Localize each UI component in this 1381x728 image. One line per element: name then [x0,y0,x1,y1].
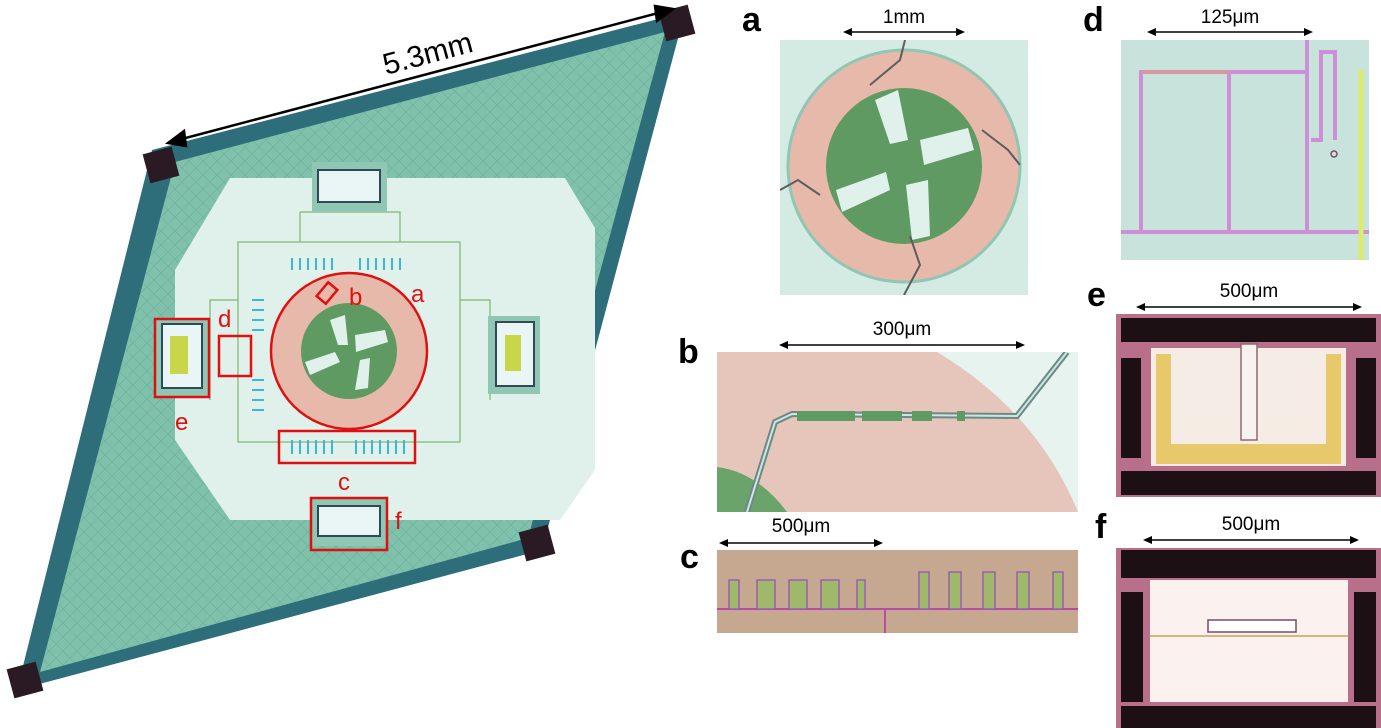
scale-label-d: 125μm [1200,7,1260,28]
scale-bar-a [843,28,965,36]
panel-label-f: f [1095,508,1107,546]
callout-e [153,317,211,399]
panel-label-c: c [680,538,699,576]
callout-label-f: f [395,508,402,535]
panel-label-e: e [1087,276,1106,314]
device-overview: a b c d e f 5.3mm [6,4,696,699]
trace-line [209,211,491,400]
trace-outline [237,241,461,443]
panel-label-d: d [1083,1,1104,39]
callout-label-e: e [175,409,188,436]
panel-e-image [1116,314,1381,497]
cross-electrodes [305,315,388,390]
scale-label-f: 500μm [1221,514,1281,535]
dimension-arrow [164,4,677,148]
comb-fingers-bottom [291,440,405,454]
comb-fingers-left [252,299,264,411]
callout-d [217,334,253,378]
panel-f-image [1116,548,1381,728]
panel-c-image [717,550,1078,633]
scale-label-e: 500μm [1219,281,1279,302]
panel-label-a: a [742,1,761,39]
corner-pad [142,146,180,184]
callout-label-c: c [338,469,350,496]
callout-f [309,496,389,552]
panel-d-image [1121,40,1369,260]
scale-bar-e [1136,303,1362,311]
panel-b-image [717,352,1078,512]
scale-label-b: 300μm [872,319,932,340]
callout-label-a: a [411,281,425,308]
corner-pad [6,661,44,699]
panel-label-b: b [678,333,699,371]
disk [301,303,397,399]
scale-bar-d [1147,28,1313,36]
anchor-right [488,316,540,394]
anchor-left [156,318,208,396]
anchor-bottom [312,498,387,546]
callouts [153,271,429,552]
panel-a-image [780,40,1028,295]
scale-bar-b [779,341,1025,349]
corner-pad [518,524,556,562]
callout-b [314,280,340,306]
callout-label-b: b [349,284,362,311]
scale-label-a: 1mm [882,7,926,28]
comb-fingers-top [291,258,401,270]
callout-a [269,271,429,431]
callout-label-d: d [218,306,231,333]
scale-bar-c [719,539,883,547]
scale-label-c: 500μm [771,516,831,537]
anchor-top [312,162,387,212]
callout-c [277,429,417,465]
scale-bar-f [1143,536,1359,544]
